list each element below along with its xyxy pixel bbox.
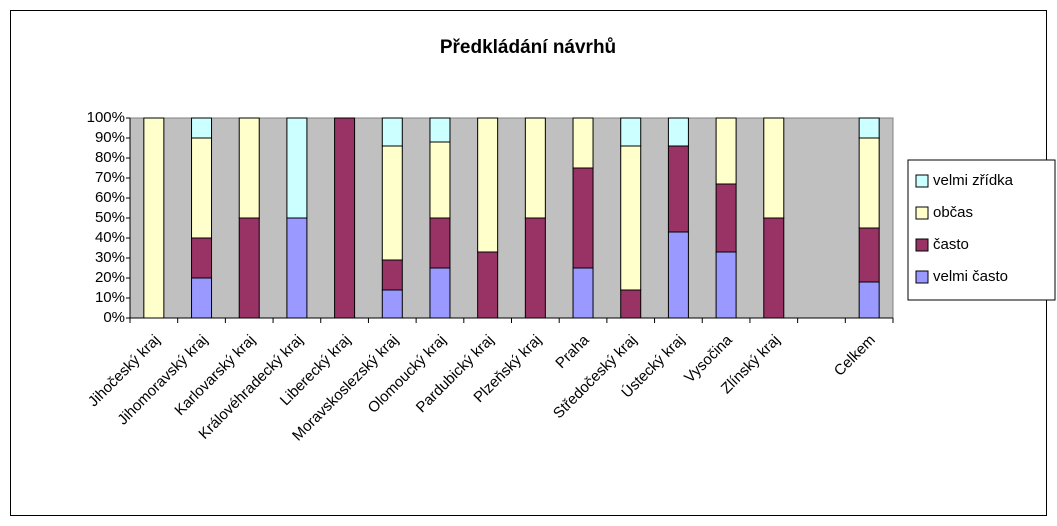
bar-segment bbox=[620, 117, 642, 147]
bar-segment bbox=[715, 183, 737, 253]
bar-segment bbox=[381, 259, 403, 291]
bar-segment bbox=[238, 217, 260, 319]
y-tick-label: 70% bbox=[95, 169, 125, 186]
bar-segment bbox=[524, 117, 546, 219]
y-tick-label: 80% bbox=[95, 149, 125, 166]
bar-segment bbox=[429, 267, 451, 319]
bar-segment bbox=[715, 251, 737, 319]
bar-segment bbox=[667, 145, 689, 233]
bar-segment bbox=[477, 251, 499, 319]
bar-segment bbox=[858, 117, 880, 139]
bar-segment bbox=[763, 117, 785, 219]
legend-swatch bbox=[915, 174, 929, 188]
bar-segment bbox=[429, 217, 451, 269]
y-tick-label: 60% bbox=[95, 189, 125, 206]
bar-segment bbox=[858, 227, 880, 283]
y-tick-label: 100% bbox=[87, 109, 125, 126]
bar-segment bbox=[429, 117, 451, 143]
legend-swatch bbox=[915, 206, 929, 220]
y-tick-label: 30% bbox=[95, 249, 125, 266]
bar-segment bbox=[620, 145, 642, 291]
y-tick-label: 90% bbox=[95, 129, 125, 146]
bar-segment bbox=[238, 117, 260, 219]
bar-segment bbox=[286, 117, 308, 219]
legend-label: občas bbox=[933, 204, 973, 221]
bar-segment bbox=[334, 117, 356, 319]
bar-segment bbox=[715, 117, 737, 185]
bar-segment bbox=[667, 231, 689, 319]
y-tick-label: 20% bbox=[95, 269, 125, 286]
legend-label: velmi zřídka bbox=[933, 172, 1014, 189]
bar-segment bbox=[858, 137, 880, 229]
bar-segment bbox=[286, 217, 308, 319]
chart-title: Předkládání návrhů bbox=[440, 37, 616, 58]
bar-segment bbox=[667, 117, 689, 147]
bar-segment bbox=[477, 117, 499, 253]
legend-swatch bbox=[915, 238, 929, 252]
y-tick-label: 10% bbox=[95, 289, 125, 306]
y-tick-label: 40% bbox=[95, 229, 125, 246]
bar-segment bbox=[381, 145, 403, 261]
bar-segment bbox=[429, 141, 451, 219]
bar-segment bbox=[620, 289, 642, 319]
bar-segment bbox=[763, 217, 785, 319]
y-tick-label: 0% bbox=[103, 309, 125, 326]
bar-segment bbox=[572, 117, 594, 169]
bar-segment bbox=[191, 117, 213, 139]
legend bbox=[907, 159, 1056, 301]
bar-segment bbox=[572, 267, 594, 319]
y-tick-label: 50% bbox=[95, 209, 125, 226]
bar-segment bbox=[191, 237, 213, 279]
bar-segment bbox=[143, 117, 165, 319]
bar-segment bbox=[858, 281, 880, 319]
legend-label: často bbox=[933, 236, 969, 253]
legend-swatch bbox=[915, 270, 929, 284]
bar-segment bbox=[381, 117, 403, 147]
legend-label: velmi často bbox=[933, 268, 1008, 285]
bar-segment bbox=[191, 137, 213, 239]
bar-segment bbox=[572, 167, 594, 269]
bar-segment bbox=[524, 217, 546, 319]
bar-segment bbox=[191, 277, 213, 319]
bar-segment bbox=[381, 289, 403, 319]
